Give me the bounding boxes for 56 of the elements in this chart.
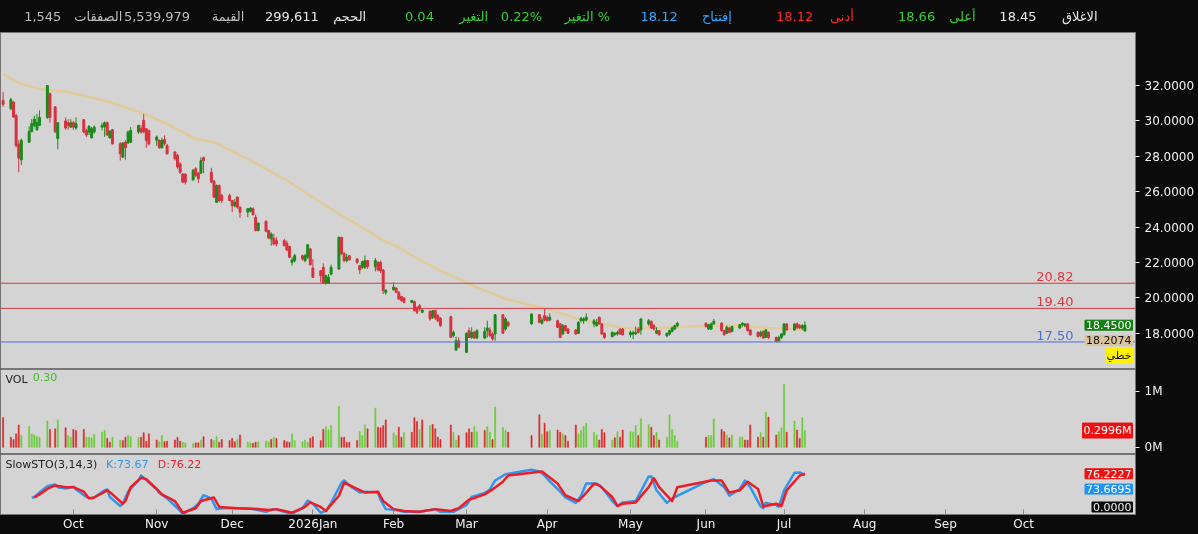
text: 5,539,979 <box>123 9 191 24</box>
annotation: 76.2227 <box>1086 467 1132 481</box>
y-tick-label: 18.0000 <box>1144 326 1195 341</box>
x-tick-label: Oct <box>63 516 85 531</box>
annotation: 18.4500 <box>1086 319 1132 333</box>
ref-line-label: 19.40 <box>1036 294 1074 310</box>
x-tick-label: Oct <box>1013 516 1035 531</box>
text: 18.66 <box>897 9 936 24</box>
y-tick-label: 20.0000 <box>1144 291 1195 306</box>
chart-title: VOL <box>5 372 29 386</box>
annotation: 73.6695 <box>1086 483 1132 497</box>
text: 0.04 <box>404 9 434 24</box>
series-label: K:73.67 <box>106 457 149 471</box>
category-label: التغير % <box>563 9 611 25</box>
annotation: 0.0000 <box>1093 501 1132 514</box>
text: 18.45 <box>999 9 1037 24</box>
text: 299,611 <box>265 9 319 24</box>
x-tick-label: Jul <box>775 516 792 531</box>
x-tick-label: Aug <box>853 516 877 531</box>
x-tick-label: May <box>618 516 643 531</box>
y-tick-label: 28.0000 <box>1144 149 1195 164</box>
ref-line-label: 17.50 <box>1036 327 1074 343</box>
text: 1,545 <box>24 9 62 24</box>
y-tick-label: 0M <box>1144 440 1163 455</box>
chart-title: SlowSTO(3,14,3) <box>5 457 98 471</box>
x-tick-label: Sep <box>934 516 957 531</box>
text: 18.12 <box>640 9 678 24</box>
series-label: D:76.22 <box>157 457 202 471</box>
text: 18.12 <box>776 9 814 24</box>
y-tick-label: 22.0000 <box>1144 255 1195 270</box>
x-tick-label: 2026Jan <box>288 516 338 531</box>
category-label: الحجم <box>333 9 367 25</box>
x-tick-label: Mar <box>455 516 478 531</box>
y-tick-label: 1M <box>1144 384 1163 399</box>
category-label: أعلى <box>949 8 976 24</box>
category-label: التغير <box>458 9 489 25</box>
x-tick-label: Jun <box>695 516 716 531</box>
annotation: خطي <box>1106 348 1132 362</box>
x-tick-label: Dec <box>220 516 244 531</box>
x-tick-label: Nov <box>144 516 169 531</box>
y-tick-label: 30.0000 <box>1144 114 1195 129</box>
category-label: إفتتاح <box>701 9 732 25</box>
category-label: أدنى <box>829 8 854 24</box>
y-tick-label: 32.0000 <box>1144 79 1195 94</box>
ref-line-label: 20.82 <box>1036 269 1074 285</box>
x-tick-label: Feb <box>382 516 405 531</box>
annotation: 0.2996M <box>1083 424 1132 438</box>
category-label: القيمة <box>211 9 245 24</box>
category-label: الصفقات <box>74 9 123 24</box>
y-tick-label: 26.0000 <box>1144 185 1195 200</box>
y-tick-label: 24.0000 <box>1144 220 1195 235</box>
annotation: 18.2074 <box>1086 334 1132 348</box>
x-tick-label: Apr <box>536 516 558 531</box>
category-label: الاغلاق <box>1061 9 1098 25</box>
text: 0.22% <box>500 9 543 24</box>
annotation: 0.30 <box>32 370 58 384</box>
